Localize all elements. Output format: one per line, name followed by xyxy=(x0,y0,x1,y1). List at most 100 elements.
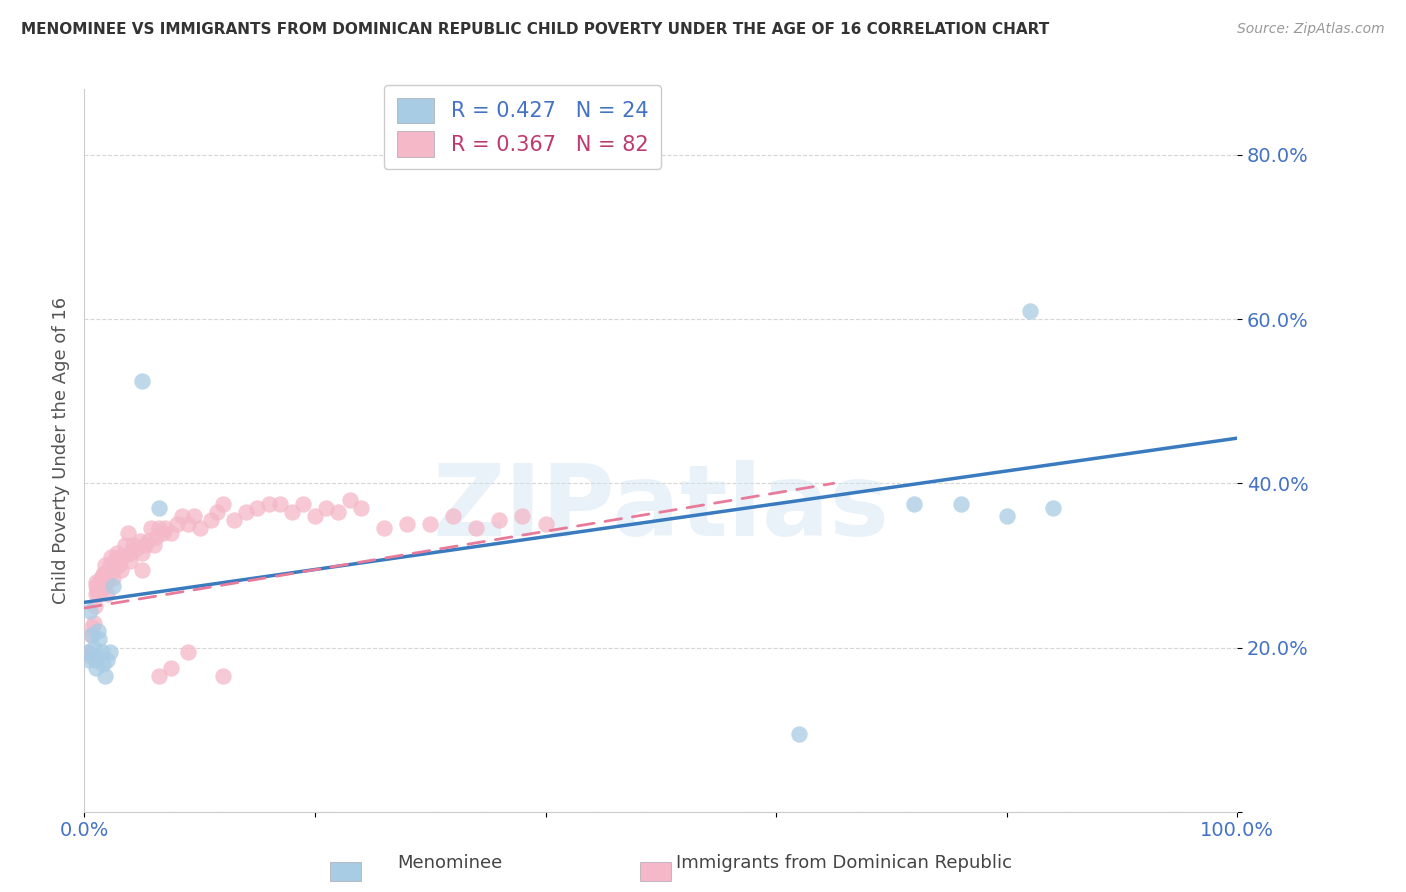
Point xyxy=(131,562,153,576)
Point xyxy=(84,579,107,593)
Point xyxy=(131,546,153,560)
Point xyxy=(373,521,395,535)
Point xyxy=(84,653,107,667)
Point xyxy=(142,538,165,552)
Point xyxy=(512,509,534,524)
Point xyxy=(84,587,107,601)
Point xyxy=(153,521,176,535)
Point xyxy=(96,587,118,601)
Point xyxy=(205,505,228,519)
Point xyxy=(326,505,349,519)
Point xyxy=(94,558,117,573)
Point xyxy=(949,497,972,511)
Point xyxy=(86,582,108,597)
Point xyxy=(89,574,111,589)
Point xyxy=(89,571,111,585)
Point xyxy=(224,513,246,527)
Point xyxy=(903,497,925,511)
Point xyxy=(79,603,101,617)
Point xyxy=(188,521,211,535)
Point xyxy=(339,492,361,507)
Point xyxy=(87,587,110,601)
Point xyxy=(90,574,112,589)
Point xyxy=(177,645,200,659)
Point xyxy=(136,533,159,548)
Point xyxy=(79,648,101,663)
Point xyxy=(292,497,315,511)
Point xyxy=(83,599,105,614)
Point xyxy=(77,653,100,667)
Point xyxy=(90,645,112,659)
Point xyxy=(103,554,125,568)
Point xyxy=(103,562,124,576)
Text: Source: ZipAtlas.com: Source: ZipAtlas.com xyxy=(1237,22,1385,37)
Text: ZIPatlas: ZIPatlas xyxy=(433,459,889,557)
Point xyxy=(90,582,112,597)
Point xyxy=(257,497,280,511)
Point xyxy=(76,645,98,659)
Point xyxy=(83,648,105,663)
Point xyxy=(787,727,810,741)
Point xyxy=(177,517,200,532)
Point xyxy=(148,521,170,535)
Point xyxy=(148,669,170,683)
Point xyxy=(441,509,464,524)
Point xyxy=(125,541,148,556)
Point xyxy=(110,562,132,576)
Text: Immigrants from Dominican Republic: Immigrants from Dominican Republic xyxy=(676,855,1011,872)
Point xyxy=(152,525,174,540)
Point xyxy=(269,497,291,511)
Point xyxy=(160,661,183,675)
Point xyxy=(111,550,134,565)
Point xyxy=(96,653,118,667)
Point xyxy=(148,500,170,515)
Y-axis label: Child Poverty Under the Age of 16: Child Poverty Under the Age of 16 xyxy=(52,297,70,604)
Point xyxy=(80,628,103,642)
Point xyxy=(105,546,128,560)
Point xyxy=(134,538,156,552)
Point xyxy=(488,513,510,527)
Point xyxy=(131,374,153,388)
Point xyxy=(235,505,257,519)
Legend: R = 0.427   N = 24, R = 0.367   N = 82: R = 0.427 N = 24, R = 0.367 N = 82 xyxy=(384,85,661,169)
Point xyxy=(1042,500,1064,515)
Point xyxy=(100,550,122,565)
Point xyxy=(120,546,142,560)
Point xyxy=(83,615,105,630)
Text: MENOMINEE VS IMMIGRANTS FROM DOMINICAN REPUBLIC CHILD POVERTY UNDER THE AGE OF 1: MENOMINEE VS IMMIGRANTS FROM DOMINICAN R… xyxy=(21,22,1049,37)
Point xyxy=(82,620,104,634)
Point xyxy=(84,661,107,675)
Point xyxy=(281,505,304,519)
Point xyxy=(200,513,222,527)
Point xyxy=(93,566,115,581)
Point xyxy=(166,517,188,532)
Point xyxy=(103,571,124,585)
Point xyxy=(465,521,488,535)
Point xyxy=(304,509,326,524)
Point xyxy=(91,657,114,671)
Point xyxy=(121,538,143,552)
Point xyxy=(108,558,131,573)
Point xyxy=(87,579,110,593)
Point xyxy=(534,517,557,532)
Point xyxy=(211,497,233,511)
Text: Menominee: Menominee xyxy=(398,855,502,872)
Point xyxy=(172,509,194,524)
Point xyxy=(76,645,98,659)
Point xyxy=(117,525,139,540)
Point xyxy=(96,574,118,589)
Point xyxy=(315,500,337,515)
Point xyxy=(419,517,441,532)
Point xyxy=(91,566,114,581)
Point xyxy=(160,525,183,540)
Point xyxy=(1018,304,1040,318)
Point xyxy=(396,517,419,532)
Point xyxy=(211,669,233,683)
Point xyxy=(120,554,142,568)
Point xyxy=(87,624,110,639)
Point xyxy=(183,509,205,524)
Point xyxy=(97,566,120,581)
Point xyxy=(98,558,121,573)
Point xyxy=(83,640,105,655)
Point xyxy=(82,628,104,642)
